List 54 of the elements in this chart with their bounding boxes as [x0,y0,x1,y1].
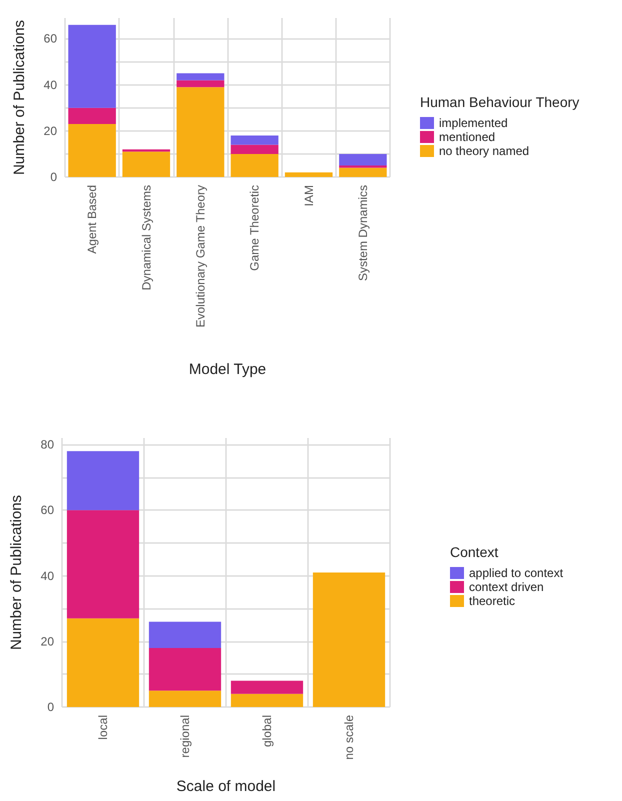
y-tick-label: 0 [47,700,54,714]
bar [230,694,304,707]
x-tick-label: Dynamical Systems [139,185,154,290]
bar [230,154,278,177]
bar [66,451,140,510]
y-tick-label: 0 [50,170,58,184]
bar [122,152,170,177]
legend-label: context driven [469,580,544,594]
bar [176,80,224,88]
x-tick-label: regional [178,715,192,758]
y-tick-label: 60 [44,32,58,46]
bar [66,618,140,707]
bar [339,168,387,177]
bar [312,572,386,707]
y-axis-title: Number of Publications [11,20,28,176]
y-tick-label: 40 [44,78,58,92]
bar [230,144,278,154]
legend-label: theoretic [469,594,516,608]
x-axis-title: Scale of model [176,778,276,795]
bar [176,87,224,177]
x-tick-label: local [96,715,110,740]
bar [230,680,304,694]
bar [284,172,333,177]
x-axis-title: Model Type [188,361,266,378]
legend-label: applied to context [469,566,564,580]
legend-label: mentioned [439,130,496,144]
bar [339,154,387,166]
x-tick-label: System Dynamics [356,185,370,282]
y-tick-label: 60 [40,503,54,518]
bar [339,165,387,168]
x-tick-label: Agent Based [85,185,100,254]
x-tick-label: global [260,715,274,748]
x-tick-label: IAM [302,185,316,206]
bar [148,690,222,707]
bar [66,510,140,618]
bar [230,136,278,145]
x-tick-label: no scale [342,714,356,760]
y-tick-label: 80 [40,438,54,452]
legend-label: no theory named [439,144,530,158]
bar [68,24,116,108]
bar [68,108,116,124]
legend-label: implemented [439,116,508,130]
x-tick-label: Evolutionary Game Theory [193,185,208,328]
legend-title: Context [450,544,498,560]
bar [176,73,224,80]
y-tick-label: 40 [40,568,54,583]
bar [148,648,222,691]
bar [68,124,116,177]
y-axis-title: Number of Publications [8,494,25,650]
y-tick-label: 20 [40,634,54,648]
bar [148,622,222,648]
legend-title: Human Behaviour Theory [420,94,580,110]
x-tick-label: Game Theoretic [248,185,262,271]
y-tick-label: 20 [44,124,58,138]
